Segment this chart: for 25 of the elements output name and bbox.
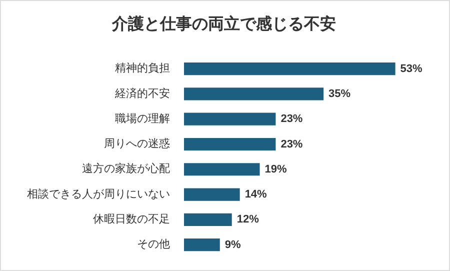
- y-tick-label: 職場の理解: [115, 112, 170, 125]
- bar: [184, 62, 396, 76]
- bar: [184, 88, 324, 100]
- y-tick-label: 経済的不安: [114, 86, 170, 100]
- y-tick-label: 相談できる人が周りにいない: [27, 187, 170, 200]
- bar: [184, 188, 240, 201]
- bar: [184, 163, 260, 176]
- bar: [184, 112, 276, 126]
- data-label: 9%: [224, 238, 241, 251]
- y-tick-label: 遠方の家族が心配: [82, 162, 170, 176]
- data-label: 14%: [244, 188, 268, 201]
- data-label: 23%: [280, 138, 303, 150]
- data-label: 23%: [280, 113, 303, 126]
- y-tick-label: 休暇日数の不足: [93, 212, 170, 226]
- bar: [184, 138, 276, 151]
- y-tick-label: 精神的負担: [115, 62, 170, 75]
- y-tick-label: 周りへの迷惑: [104, 137, 170, 150]
- bar: [184, 238, 220, 252]
- data-label: 53%: [400, 62, 423, 75]
- data-label: 35%: [328, 88, 351, 100]
- bar: [184, 213, 232, 226]
- y-tick-label: その他: [137, 238, 170, 251]
- data-label: 12%: [236, 214, 260, 226]
- data-label: 19%: [264, 163, 287, 176]
- chart-title: 介護と仕事の両立で感じる不安: [111, 14, 336, 33]
